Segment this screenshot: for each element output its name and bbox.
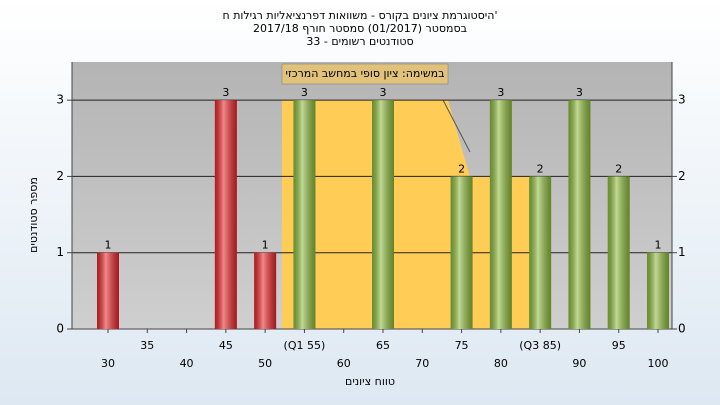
y2-tick-label: 0 <box>678 322 686 336</box>
bar-shine <box>214 100 237 330</box>
x-tick-label: 50 <box>258 357 272 370</box>
x-tick-label: 35 <box>140 339 154 352</box>
x-tick-label: 40 <box>180 357 194 370</box>
chart-title: היסטוגרמת ציונים בקורס - משוואות דפרנציא… <box>223 9 498 22</box>
x-tick-label: 100 <box>648 357 669 370</box>
data-label: 3 <box>497 86 504 99</box>
annotation-box <box>281 63 449 85</box>
x-tick-label: 95 <box>612 339 626 352</box>
y-tick-label: 0 <box>56 322 64 336</box>
data-label: 1 <box>655 239 662 252</box>
x-tick-label: 65 <box>376 339 390 352</box>
bar-shine <box>489 100 512 330</box>
x-tick-label: 80 <box>494 357 508 370</box>
x-tick-label: (Q3 85) <box>519 339 561 352</box>
y-tick-label: 1 <box>56 245 64 259</box>
y-axis-label: מספר סטודנטים <box>27 177 40 253</box>
bar-shine <box>97 252 119 329</box>
annotation: במשימה: ציון סופי במחשב המרכזי <box>285 67 444 80</box>
data-label: 3 <box>380 86 387 99</box>
x-tick-label: 60 <box>337 357 351 370</box>
data-label: 1 <box>105 239 112 252</box>
x-tick-label: 45 <box>219 339 233 352</box>
chart-title: בסמסטר (01/2017) סמסטר חורף 2017/18 <box>253 22 467 35</box>
y2-tick-label: 2 <box>678 169 686 183</box>
data-label: 2 <box>537 162 544 175</box>
x-tick-label: (Q1 55) <box>284 339 326 352</box>
x-tick-label: 30 <box>101 357 115 370</box>
bar-shine <box>372 100 394 330</box>
data-label: 3 <box>576 86 583 99</box>
data-label: 2 <box>458 162 465 175</box>
y-tick-label: 2 <box>56 169 64 183</box>
data-label: 3 <box>301 86 308 99</box>
data-label: 1 <box>262 239 269 252</box>
x-tick-label: 70 <box>415 357 429 370</box>
data-label: 3 <box>222 86 229 99</box>
x-tick-label: 75 <box>455 339 469 352</box>
bar-shine <box>254 252 277 329</box>
y2-tick-label: 3 <box>678 93 686 107</box>
range-edge <box>442 99 471 153</box>
x-tick-label: 90 <box>572 357 586 370</box>
bar-shine <box>647 252 669 329</box>
y2-tick-label: 1 <box>678 245 686 259</box>
bar-shine <box>607 176 630 329</box>
bar-shine <box>450 176 473 329</box>
bar-shine <box>529 176 552 329</box>
bar-shine <box>568 100 591 330</box>
y-tick-label: 3 <box>56 93 64 107</box>
x-axis-label: טווח ציונים <box>345 375 395 388</box>
data-label: 2 <box>615 162 622 175</box>
chart-title: 33 - סטודנטים רשומים <box>306 35 413 48</box>
bar-shine <box>293 100 316 330</box>
